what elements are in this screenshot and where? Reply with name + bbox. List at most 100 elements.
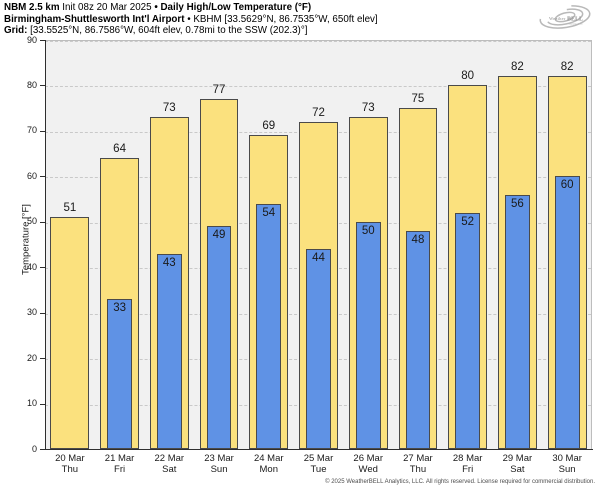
y-tick-60 — [40, 176, 45, 178]
x-tick-date: 21 Mar — [104, 453, 135, 464]
x-tick-day: Sat — [162, 464, 177, 475]
x-tick-day: Fri — [114, 464, 126, 475]
y-tick-10 — [40, 403, 45, 405]
gridline-90 — [45, 41, 591, 42]
x-tick-label: 25 Mar Tue — [294, 453, 344, 475]
y-tick-20 — [40, 358, 45, 360]
y-tick-label-60: 60 — [26, 170, 37, 181]
low-bar — [156, 253, 182, 449]
x-tick-date: 29 Mar — [502, 453, 533, 464]
high-value-label: 51 — [63, 202, 77, 215]
x-tick-date: 23 Mar — [204, 453, 234, 464]
y-tick-90 — [40, 40, 45, 41]
y-tick-label-40: 40 — [26, 261, 37, 272]
chart-header: NBM 2.5 km Init 08z 20 Mar 2025 • Daily … — [4, 2, 378, 37]
low-value-label: 33 — [113, 302, 126, 315]
x-tick-label: 20 Mar Thu — [45, 453, 95, 475]
y-tick-label-10: 10 — [26, 398, 37, 409]
x-tick-date: 27 Mar — [403, 453, 433, 464]
low-value-label: 52 — [461, 215, 475, 228]
low-value-label: 54 — [262, 206, 276, 219]
x-axis-line — [45, 449, 593, 450]
x-tick-date: 30 Mar — [552, 453, 582, 464]
logo-subtext: Analytics LLC — [568, 23, 583, 26]
x-tick-day: Sat — [510, 464, 525, 475]
header-line-2: Birmingham-Shuttlesworth Int'l Airport •… — [4, 13, 378, 25]
gridline-80 — [45, 86, 591, 88]
header-line-1: NBM 2.5 km Init 08z 20 Mar 2025 • Daily … — [4, 2, 312, 13]
high-value-label: 73 — [361, 102, 375, 115]
low-bar — [455, 212, 481, 449]
low-value-label: 56 — [511, 197, 524, 210]
high-value-label: 82 — [560, 61, 574, 74]
x-tick-label: 24 Mar Mon — [244, 453, 294, 475]
low-bar — [107, 299, 133, 449]
y-tick-label-30: 30 — [26, 307, 37, 318]
high-value-label: 69 — [262, 120, 276, 133]
x-tick-day: Thu — [61, 464, 79, 475]
x-tick-day: Sun — [210, 464, 228, 475]
y-tick-30 — [40, 312, 45, 314]
high-value-label: 82 — [510, 61, 524, 74]
y-tick-label-0: 0 — [31, 443, 37, 454]
low-value-label: 48 — [411, 233, 425, 246]
x-tick-label: 29 Mar Sat — [493, 453, 543, 475]
high-value-label: 64 — [113, 143, 126, 156]
low-bar — [306, 249, 331, 449]
x-tick-label: 30 Mar Sun — [542, 453, 592, 475]
footer-copyright: © 2025 WeatherBELL Analytics, LLC. All r… — [325, 479, 595, 485]
x-tick-label: 26 Mar Wed — [343, 453, 393, 475]
logo-brand-prefix: Weather — [549, 16, 566, 21]
y-tick-label-20: 20 — [26, 352, 37, 363]
logo-swirl-core — [554, 11, 576, 23]
y-axis-title: Temperature [°F] — [20, 204, 32, 275]
x-tick-label: 23 Mar Sun — [194, 453, 244, 475]
header-line-3: Grid: [33.5525°N, 86.7586°W, 604ft elev,… — [4, 25, 308, 37]
low-bar — [355, 221, 381, 449]
y-tick-0 — [40, 449, 45, 450]
low-value-label: 44 — [312, 252, 325, 265]
low-bar — [405, 230, 431, 449]
x-tick-day: Sun — [558, 464, 576, 475]
x-tick-label: 27 Mar Thu — [393, 453, 443, 475]
x-tick-day: Fri — [462, 464, 474, 475]
high-bar — [50, 217, 90, 449]
y-tick-50 — [40, 221, 45, 223]
y-tick-label-50: 50 — [26, 216, 37, 227]
x-tick-date: 22 Mar — [154, 453, 185, 464]
x-tick-date: 20 Mar — [55, 453, 85, 464]
low-bar — [206, 226, 232, 449]
low-bar — [554, 176, 580, 449]
weatherbell-logo: Weather BELL Analytics LLC — [539, 5, 591, 29]
low-value-label: 50 — [361, 224, 375, 237]
logo-brand-suffix: BELL — [567, 17, 583, 23]
x-tick-day: Tue — [310, 464, 327, 475]
x-tick-day: Thu — [409, 464, 427, 475]
high-value-label: 72 — [312, 106, 325, 119]
low-value-label: 43 — [162, 256, 176, 269]
y-tick-80 — [40, 85, 45, 87]
high-value-label: 77 — [212, 84, 226, 97]
low-bar — [504, 194, 530, 449]
x-tick-date: 26 Mar — [353, 453, 383, 464]
logo-swirl-inner — [546, 8, 584, 26]
x-tick-label: 21 Mar Fri — [95, 453, 145, 475]
y-tick-label-90: 90 — [26, 34, 37, 45]
y-tick-label-80: 80 — [26, 79, 37, 90]
high-value-label: 80 — [461, 70, 475, 83]
y-tick-70 — [40, 130, 45, 132]
x-tick-date: 25 Mar — [303, 453, 334, 464]
low-value-label: 49 — [212, 229, 226, 242]
low-bar — [256, 203, 282, 449]
y-axis-line — [45, 40, 46, 450]
low-value-label: 60 — [560, 179, 574, 192]
high-value-label: 75 — [411, 93, 425, 106]
y-tick-label-70: 70 — [26, 125, 37, 136]
x-tick-day: Wed — [358, 464, 378, 475]
x-tick-day: Mon — [259, 464, 278, 475]
x-tick-date: 24 Mar — [253, 453, 284, 464]
x-tick-label: 22 Mar Sat — [144, 453, 194, 475]
high-value-label: 73 — [162, 102, 176, 115]
